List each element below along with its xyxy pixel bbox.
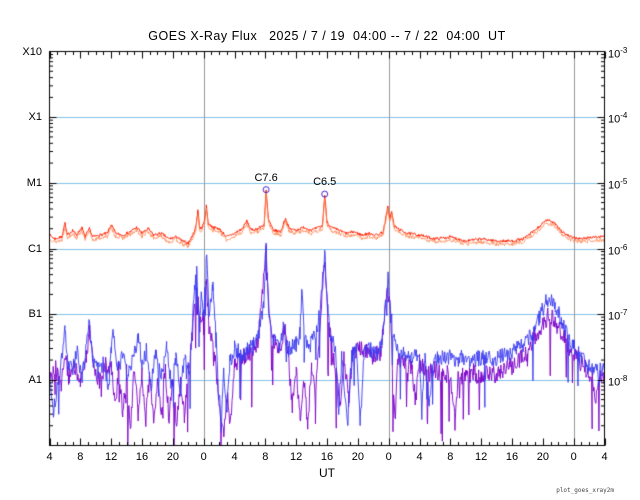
y-axis-label-10e-3: 10-3: [608, 45, 628, 61]
flare-annotation-c7.6: C7.6: [254, 171, 278, 184]
watermark: plot_goes_xray2m: [556, 487, 614, 494]
x-tick-label-13: 8: [447, 451, 454, 463]
x-tick-label-17: 0: [570, 451, 577, 463]
flare-annotation-c6.5: C6.5: [313, 176, 337, 189]
y-axis-label-10e-7: 10-7: [608, 308, 628, 323]
x-tick-label-18: 4: [601, 451, 608, 463]
x-tick-label-16: 20: [536, 451, 549, 463]
x-tick-label-4: 20: [166, 451, 179, 463]
y-axis-label-10e-8: 10-8: [608, 373, 628, 389]
y-axis-label-m1: M1: [26, 176, 42, 189]
x-tick-label-9: 16: [320, 451, 334, 463]
x-tick-label-6: 4: [231, 451, 238, 463]
y-axis-label-10e-6: 10-6: [608, 242, 628, 258]
y-axis-label-c1: C1: [27, 242, 42, 255]
x-tick-label-15: 16: [505, 451, 519, 463]
y-axis-label-x10: X10: [22, 45, 42, 58]
x-axis-title: UT: [319, 466, 335, 480]
x-tick-label-1: 8: [77, 451, 84, 463]
x-tick-label-14: 12: [475, 451, 488, 463]
x-tick-label-7: 8: [262, 451, 269, 463]
chart-title: GOES X-Ray Flux 2025 / 7 / 19 04:00 -- 7…: [148, 29, 506, 43]
y-axis-label-a1: A1: [28, 373, 42, 386]
y-axis-label-10e-4: 10-4: [608, 111, 628, 126]
x-tick-label-11: 0: [385, 451, 392, 463]
x-tick-label-12: 4: [416, 451, 423, 463]
y-axis-label-10e-5: 10-5: [608, 176, 628, 192]
x-tick-label-3: 16: [135, 451, 149, 463]
x-tick-label-5: 0: [200, 451, 207, 463]
x-tick-label-0: 4: [46, 451, 53, 463]
x-tick-label-10: 20: [351, 451, 364, 463]
x-tick-label-8: 12: [290, 451, 303, 463]
y-axis-label-x1: X1: [28, 111, 42, 124]
x-tick-label-2: 12: [105, 451, 118, 463]
y-axis-label-b1: B1: [28, 308, 42, 321]
